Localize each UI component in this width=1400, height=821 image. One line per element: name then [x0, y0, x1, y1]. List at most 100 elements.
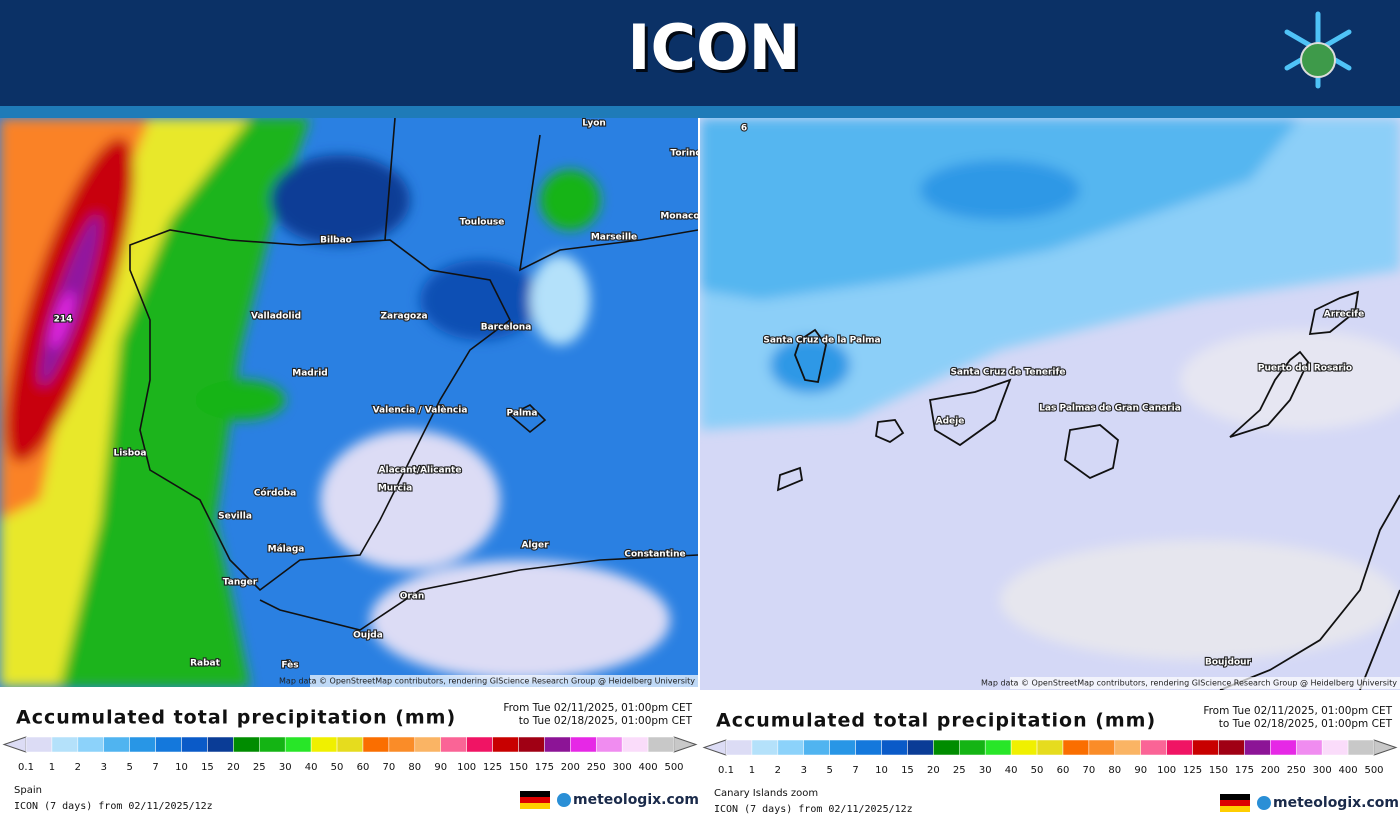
color-swatch [1347, 739, 1375, 756]
city-label: 214 [54, 315, 73, 325]
legend-title: Accumulated total precipitation (mm) [16, 707, 456, 729]
color-swatch [440, 736, 467, 753]
city-label: Rabat [190, 659, 221, 669]
color-swatch [1010, 739, 1038, 756]
scale-tick: 15 [901, 765, 914, 776]
city-label: Córdoba [254, 488, 296, 499]
scale-tick: 400 [639, 762, 658, 773]
scale-tick: 125 [483, 762, 502, 773]
scale-tick: 100 [1157, 765, 1176, 776]
period-to: to Tue 02/18/2025, 01:00pm CET [1219, 718, 1393, 730]
scale-tick: 20 [227, 762, 240, 773]
color-swatch [777, 739, 805, 756]
city-label: Tanger [223, 578, 258, 588]
color-swatch [1114, 739, 1141, 756]
field-magenta [50, 291, 74, 349]
scale-tick: 7 [852, 765, 858, 776]
title: ICON [627, 11, 800, 84]
city-label: Bilbao [320, 236, 352, 246]
legend: Accumulated total precipitation (mm) From… [2, 702, 699, 812]
arrow-right [1373, 739, 1398, 756]
field-pale2 [370, 560, 670, 680]
scale-tick: 60 [1057, 765, 1070, 776]
scale-tick: 125 [1183, 765, 1202, 776]
color-swatch [1166, 739, 1193, 756]
color-swatch [233, 736, 260, 753]
city-label: Monaco [660, 212, 699, 222]
color-swatch [1321, 739, 1349, 756]
scale-tick: 5 [826, 765, 832, 776]
flag-black [1220, 794, 1250, 800]
map-canaries: 6 Santa Cruz de la Palma Santa Cruz de Ten… [700, 118, 1400, 690]
color-swatch [51, 736, 79, 753]
logo [1284, 11, 1352, 89]
field-navy [270, 155, 410, 245]
color-swatch [570, 736, 597, 753]
precip-field [700, 118, 1400, 660]
color-swatch [466, 736, 493, 753]
city-label: Puerto del Rosario [1258, 364, 1352, 374]
city-label: Oujda [353, 631, 383, 641]
color-swatch [907, 739, 934, 756]
color-swatch [336, 736, 364, 753]
scale-tick: 1 [749, 765, 755, 776]
color-swatch [310, 736, 338, 753]
field-green2 [540, 170, 600, 230]
color-swatch [1295, 739, 1323, 756]
flag-black [520, 791, 550, 797]
city-label: Arrecife [1324, 310, 1364, 320]
city-label: Adeje [936, 417, 965, 427]
flag-gold [1220, 806, 1250, 812]
scale-tick: 200 [561, 762, 580, 773]
city-label: Palma [507, 409, 538, 419]
city-label: Constantine [624, 550, 685, 560]
field-pale2 [1180, 330, 1400, 430]
scale-tick: 7 [152, 762, 158, 773]
precip-field [0, 118, 670, 687]
color-swatch [544, 736, 571, 753]
field-green3 [195, 380, 285, 420]
color-swatch [103, 736, 130, 753]
region: Canary Islands zoom [714, 788, 818, 799]
attr-bg [310, 675, 698, 687]
model: ICON (7 days) from 02/11/2025/12z [14, 801, 213, 812]
islands [776, 290, 1400, 690]
city-label: Lyon [582, 119, 606, 129]
city-label: Lisboa [114, 449, 147, 459]
scale-tick: 1 [49, 762, 55, 773]
color-swatch [595, 736, 623, 753]
city-label: Zaragoza [380, 312, 427, 322]
color-swatch [259, 736, 286, 753]
scale-tick: 10 [875, 765, 888, 776]
brand: meteologix.com [573, 792, 699, 808]
scale-tick: 90 [1134, 765, 1147, 776]
scale-tick: 50 [1031, 765, 1044, 776]
city-label: Toulouse [460, 218, 505, 228]
field-blue3 [770, 337, 850, 393]
scale-tick: 20 [927, 765, 940, 776]
color-swatch [984, 739, 1012, 756]
period-from: From Tue 02/11/2025, 01:00pm CET [503, 702, 692, 714]
title-shadow: ICON [630, 14, 803, 87]
island [508, 404, 547, 434]
scale-tick: 175 [535, 762, 554, 773]
flag-gold [520, 803, 550, 809]
arrow-left [702, 739, 727, 756]
color-swatch [1036, 739, 1064, 756]
color-swatch [1062, 739, 1090, 756]
city-label: Madrid [292, 369, 327, 379]
city-label: Oran [400, 592, 425, 602]
scale-tick: 60 [357, 762, 370, 773]
scale-tick: 500 [1364, 765, 1383, 776]
brand-icon [1257, 796, 1271, 810]
city-label: Las Palmas de Gran Canaria [1039, 404, 1181, 414]
arrow-left [2, 736, 27, 753]
color-swatch [207, 736, 234, 753]
header-bar [0, 0, 1400, 106]
color-swatch [829, 739, 856, 756]
city-label: Marseille [591, 233, 637, 243]
scale-tick: 300 [1313, 765, 1332, 776]
scale-tick: 250 [1287, 765, 1306, 776]
color-swatch [1140, 739, 1167, 756]
